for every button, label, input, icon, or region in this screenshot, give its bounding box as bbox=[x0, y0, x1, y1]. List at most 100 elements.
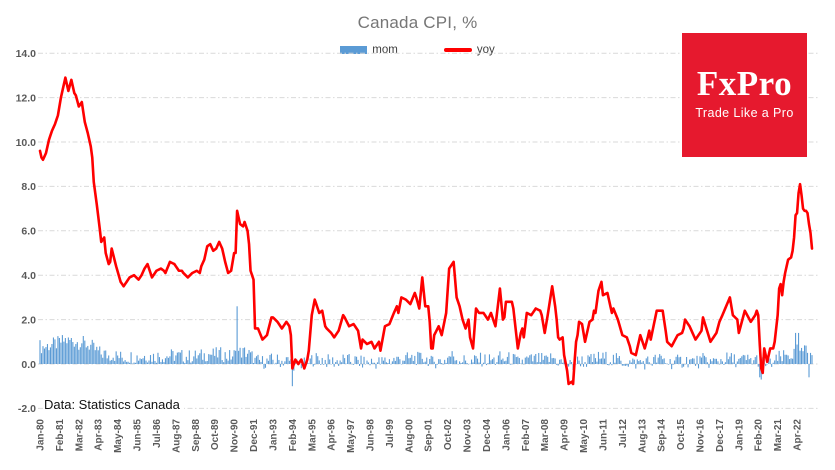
mom-bar bbox=[136, 355, 138, 364]
fxpro-logo-wordmark: FxPro bbox=[696, 64, 793, 103]
mom-bar bbox=[60, 342, 62, 364]
mom-bar bbox=[254, 357, 256, 364]
mom-bar bbox=[70, 338, 72, 364]
mom-bar bbox=[660, 355, 662, 364]
mom-bar bbox=[312, 364, 314, 367]
mom-bar bbox=[212, 348, 214, 364]
mom-bar bbox=[454, 360, 456, 364]
mom-bar bbox=[76, 342, 78, 364]
mom-bar bbox=[278, 359, 280, 364]
mom-bar bbox=[754, 357, 756, 364]
mom-bar bbox=[536, 362, 538, 364]
mom-bar bbox=[438, 359, 440, 364]
mom-bar bbox=[209, 354, 211, 364]
mom-bar bbox=[175, 355, 177, 364]
mom-bar bbox=[689, 359, 691, 364]
mom-bar bbox=[436, 364, 438, 365]
mom-bar bbox=[406, 352, 408, 364]
mom-bar bbox=[149, 355, 152, 364]
mom-bar bbox=[384, 357, 386, 364]
mom-bar bbox=[538, 352, 540, 364]
mom-bar bbox=[367, 362, 370, 364]
mom-bar bbox=[608, 364, 610, 366]
mom-bar bbox=[336, 360, 338, 364]
x-axis-label: Aug-13 bbox=[637, 419, 648, 453]
x-axis-label: Mar-82 bbox=[74, 419, 85, 452]
mom-bar bbox=[324, 359, 326, 364]
mom-bar bbox=[781, 361, 783, 364]
mom-bar bbox=[172, 351, 174, 364]
mom-bar bbox=[687, 364, 689, 368]
mom-bar bbox=[105, 350, 107, 364]
mom-bar bbox=[230, 359, 232, 364]
mom-bar bbox=[693, 358, 695, 364]
mom-bar bbox=[611, 364, 613, 366]
mom-bar bbox=[591, 362, 594, 364]
mom-bar bbox=[799, 350, 801, 364]
mom-bar bbox=[744, 355, 746, 364]
mom-bar bbox=[66, 343, 68, 364]
mom-bar bbox=[427, 364, 429, 366]
mom-bar bbox=[188, 350, 190, 364]
mom-bar bbox=[602, 352, 604, 364]
mom-bar bbox=[221, 360, 223, 364]
mom-bar bbox=[160, 361, 162, 364]
mom-bar bbox=[518, 358, 520, 364]
mom-bar bbox=[250, 352, 252, 364]
mom-bars-group bbox=[39, 306, 813, 387]
mom-bar bbox=[476, 358, 479, 364]
mom-bar bbox=[399, 359, 401, 364]
mom-bar bbox=[795, 332, 797, 364]
mom-bar bbox=[556, 364, 558, 365]
mom-bar bbox=[315, 353, 317, 364]
mom-bar bbox=[285, 357, 287, 364]
mom-bar bbox=[559, 359, 561, 364]
mom-bar bbox=[223, 362, 225, 364]
mom-bar bbox=[426, 357, 428, 364]
mom-bar bbox=[636, 359, 638, 364]
mom-bar bbox=[642, 361, 644, 364]
mom-bar bbox=[648, 362, 650, 364]
mom-bar bbox=[759, 364, 761, 378]
y-axis-label: 12.0 bbox=[16, 92, 37, 104]
x-axis-label: Jul-12 bbox=[618, 419, 629, 448]
mom-bar bbox=[394, 360, 396, 364]
mom-bar bbox=[614, 362, 616, 364]
mom-bar bbox=[742, 354, 744, 364]
y-axis-label: 14.0 bbox=[16, 48, 37, 60]
mom-bar bbox=[730, 353, 732, 364]
mom-bar bbox=[87, 345, 89, 364]
mom-bar bbox=[220, 347, 222, 364]
mom-bar bbox=[196, 358, 198, 364]
mom-bar bbox=[712, 358, 714, 364]
mom-bar bbox=[472, 362, 474, 364]
mom-bar bbox=[247, 353, 249, 364]
x-axis-label: Jan-80 bbox=[36, 419, 47, 451]
x-axis-label: Mar-95 bbox=[307, 419, 318, 452]
x-axis-label: Mar-21 bbox=[773, 419, 784, 452]
mom-bar bbox=[114, 360, 116, 364]
mom-bar bbox=[624, 364, 626, 366]
mom-bar bbox=[94, 350, 96, 364]
x-axis-label: Aug-87 bbox=[171, 419, 182, 453]
mom-bar bbox=[757, 364, 759, 367]
mom-bar bbox=[85, 347, 87, 364]
mom-bar bbox=[448, 356, 450, 364]
mom-bar bbox=[218, 350, 220, 364]
mom-bar bbox=[739, 357, 741, 364]
mom-bar bbox=[347, 355, 349, 364]
mom-bar bbox=[669, 359, 671, 364]
mom-bar bbox=[490, 360, 492, 364]
mom-bar bbox=[238, 350, 240, 364]
mom-bar bbox=[653, 357, 655, 364]
mom-bar bbox=[733, 354, 735, 364]
mom-bar bbox=[111, 359, 113, 364]
mom-bar bbox=[508, 352, 510, 364]
mom-bar bbox=[211, 354, 213, 364]
mom-bar bbox=[229, 350, 231, 364]
mom-bar bbox=[696, 355, 698, 364]
mom-bar bbox=[123, 361, 125, 364]
y-axis-label: -2.0 bbox=[18, 403, 36, 415]
x-axis-label: Feb-07 bbox=[521, 419, 532, 452]
mom-bar bbox=[530, 354, 532, 364]
